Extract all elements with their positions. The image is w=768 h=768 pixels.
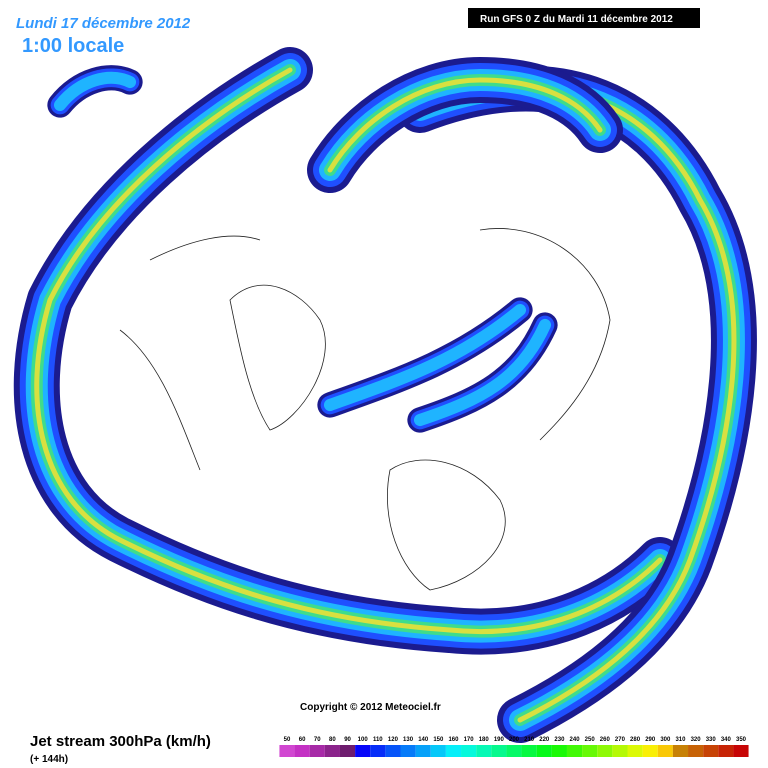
scale-swatch	[627, 745, 643, 757]
scale-swatch	[309, 745, 325, 757]
jet-core	[323, 303, 527, 412]
color-scale: 50 60 70 80 90 100 110 120 130 140 150 160 170 180 190…	[279, 737, 749, 757]
jet-stream	[13, 47, 757, 743]
scale-label: 310	[675, 737, 686, 743]
scale-label: 70	[314, 737, 321, 743]
scale-swatch	[703, 745, 719, 757]
date: Lundi 17 décembre 2012	[16, 15, 191, 32]
scale-label: 260	[600, 737, 611, 743]
scale-label: 150	[433, 737, 444, 743]
scale-label: 90	[344, 737, 351, 743]
scale-label: 250	[585, 737, 596, 743]
scale-swatch	[718, 745, 734, 757]
scale-label: 350	[736, 737, 747, 743]
scale-label: 280	[630, 737, 641, 743]
scale-label: 100	[358, 737, 369, 743]
scale-swatch	[688, 745, 704, 757]
scale-swatch	[597, 745, 613, 757]
scale-swatch	[506, 745, 522, 757]
copyright: Copyright © 2012 Meteociel.fr	[300, 702, 441, 713]
scale-label: 290	[645, 737, 656, 743]
scale-label: 230	[554, 737, 565, 743]
footer-lead: (+ 144h)	[30, 754, 68, 765]
scale-swatch	[551, 745, 567, 757]
scale-label: 220	[539, 737, 550, 743]
scale-label: 130	[403, 737, 414, 743]
scale-label: 120	[388, 737, 399, 743]
jet-core	[327, 77, 603, 173]
local-time: 1:00 locale	[22, 35, 124, 57]
scale-swatch	[430, 745, 446, 757]
scale-swatch	[461, 745, 477, 757]
scale-swatch	[324, 745, 340, 757]
scale-swatch	[657, 745, 673, 757]
scale-swatch	[370, 745, 386, 757]
scale-label: 190	[494, 737, 505, 743]
scale-swatch	[536, 745, 552, 757]
scale-swatch	[476, 745, 492, 757]
scale-swatch	[612, 745, 628, 757]
jet-core	[53, 71, 137, 112]
scale-label: 140	[418, 737, 429, 743]
scale-label: 60	[299, 737, 306, 743]
scale-swatch	[582, 745, 598, 757]
scale-swatch	[642, 745, 658, 757]
scale-label: 80	[329, 737, 336, 743]
scale-label: 300	[660, 737, 671, 743]
scale-label: 340	[721, 737, 732, 743]
run-box	[468, 8, 700, 28]
scale-label: 320	[691, 737, 702, 743]
scale-label: 160	[448, 737, 459, 743]
footer-title: Jet stream 300hPa (km/h)	[30, 733, 211, 750]
scale-label: 50	[284, 737, 291, 743]
scale-swatch	[445, 745, 462, 757]
scale-label: 170	[464, 737, 475, 743]
scale-swatch	[279, 745, 295, 757]
scale-label: 270	[615, 737, 626, 743]
scale-swatch	[355, 745, 371, 757]
scale-swatch	[339, 745, 356, 757]
scale-label: 240	[570, 737, 581, 743]
scale-label: 330	[706, 737, 717, 743]
jet-core	[34, 67, 663, 635]
run-info: Run GFS 0 Z du Mardi 11 décembre 2012	[480, 14, 673, 25]
scale-swatch	[672, 745, 689, 757]
scale-swatch	[566, 745, 583, 757]
scale-swatch	[491, 745, 507, 757]
coastlines	[119, 228, 611, 591]
scale-label: 110	[373, 737, 383, 743]
scale-swatch	[385, 745, 401, 757]
scale-swatch	[521, 745, 537, 757]
jet-core	[413, 318, 552, 427]
scale-label: 180	[479, 737, 490, 743]
scale-swatch	[400, 745, 416, 757]
scale-label: 200	[509, 737, 520, 743]
scale-label: 210	[524, 737, 535, 743]
scale-swatch	[294, 745, 310, 757]
scale-swatch	[733, 745, 749, 757]
scale-swatch	[415, 745, 431, 757]
